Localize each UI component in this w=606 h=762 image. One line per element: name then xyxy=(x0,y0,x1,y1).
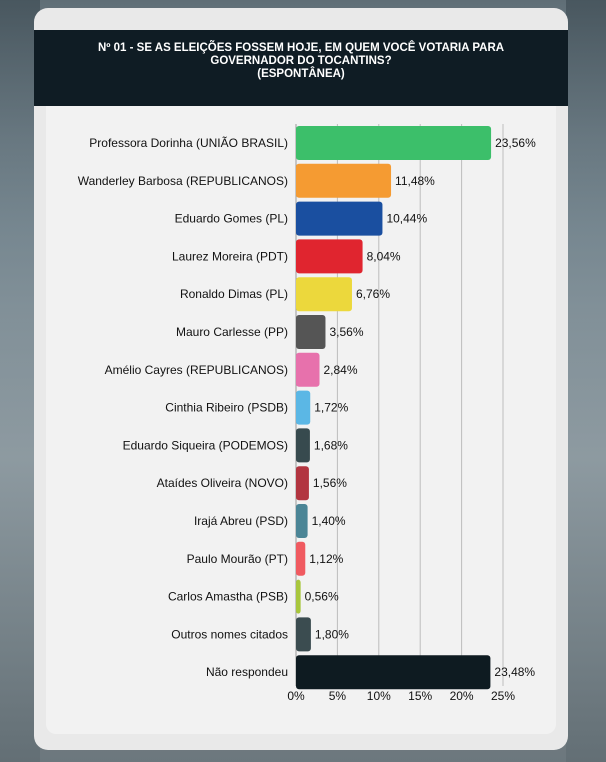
bar xyxy=(296,655,491,690)
x-tick-label: 20% xyxy=(450,689,474,703)
background-left xyxy=(0,0,40,762)
category-label: Irajá Abreu (PSD) xyxy=(194,514,288,528)
bar xyxy=(296,579,301,614)
category-label: Cinthia Ribeiro (PSDB) xyxy=(165,401,288,415)
category-label: Eduardo Gomes (PL) xyxy=(175,212,288,226)
bar xyxy=(296,352,320,387)
data-label: 6,76% xyxy=(356,287,390,301)
bar xyxy=(296,617,311,652)
bar xyxy=(296,126,492,160)
bar xyxy=(296,428,310,463)
data-label: 1,12% xyxy=(309,552,343,566)
chart-panel: Professora Dorinha (UNIÃO BRASIL) 23,56% W… xyxy=(46,106,556,734)
x-tick-label: 0% xyxy=(287,689,305,703)
bar xyxy=(296,239,363,274)
category-label: Não respondeu xyxy=(206,665,288,679)
x-tick-label: 15% xyxy=(408,689,432,703)
category-label: Laurez Moreira (PDT) xyxy=(172,249,288,263)
category-label: Ronaldo Dimas (PL) xyxy=(180,287,288,301)
data-label: 1,68% xyxy=(314,438,348,452)
x-tick-label: 10% xyxy=(367,689,391,703)
bar xyxy=(296,504,308,538)
category-label: Amélio Cayres (REPUBLICANOS) xyxy=(105,363,288,377)
x-tick-label: 25% xyxy=(491,689,515,703)
chart-card: Nº 01 - SE AS ELEIÇÕES FOSSEM HOJE, EM Q… xyxy=(34,8,568,750)
category-label: Paulo Mourão (PT) xyxy=(187,552,288,566)
x-tick-label: 5% xyxy=(329,689,347,703)
chart-title-line-1: Nº 01 - SE AS ELEIÇÕES FOSSEM HOJE, EM Q… xyxy=(97,42,505,54)
category-label: Eduardo Siqueira (PODEMOS) xyxy=(123,438,288,452)
category-label: Carlos Amastha (PSB) xyxy=(168,590,288,604)
category-label: Ataídes Oliveira (NOVO) xyxy=(157,476,288,490)
bar xyxy=(296,315,326,349)
data-label: 23,56% xyxy=(495,136,536,150)
bar-chart: Professora Dorinha (UNIÃO BRASIL) 23,56% W… xyxy=(78,124,536,703)
data-label: 1,40% xyxy=(312,514,346,528)
bar xyxy=(296,201,383,236)
category-label: Professora Dorinha (UNIÃO BRASIL) xyxy=(89,136,288,150)
data-label: 3,56% xyxy=(329,325,363,339)
bar xyxy=(296,277,352,312)
data-label: 11,48% xyxy=(395,174,435,188)
bar xyxy=(296,390,311,425)
data-label: 2,84% xyxy=(324,363,358,377)
bar xyxy=(296,163,392,198)
chart-title: Nº 01 - SE AS ELEIÇÕES FOSSEM HOJE, EM Q… xyxy=(34,30,568,106)
data-label: 0,56% xyxy=(305,590,339,604)
data-label: 8,04% xyxy=(367,249,401,263)
chart-title-line-2: GOVERNADOR DO TOCANTINS? xyxy=(210,55,392,67)
data-label: 1,72% xyxy=(314,401,348,415)
data-label: 1,80% xyxy=(315,627,349,641)
chart-title-line-3: (ESPONTÂNEA) xyxy=(257,68,345,80)
data-label: 10,44% xyxy=(386,212,427,226)
data-label: 1,56% xyxy=(313,476,347,490)
bar xyxy=(296,466,309,501)
bar xyxy=(296,541,306,576)
category-label: Wanderley Barbosa (REPUBLICANOS) xyxy=(78,174,288,188)
category-label: Outros nomes citados xyxy=(171,627,288,641)
data-label: 23,48% xyxy=(494,665,535,679)
background-right xyxy=(566,0,606,762)
category-label: Mauro Carlesse (PP) xyxy=(176,325,288,339)
